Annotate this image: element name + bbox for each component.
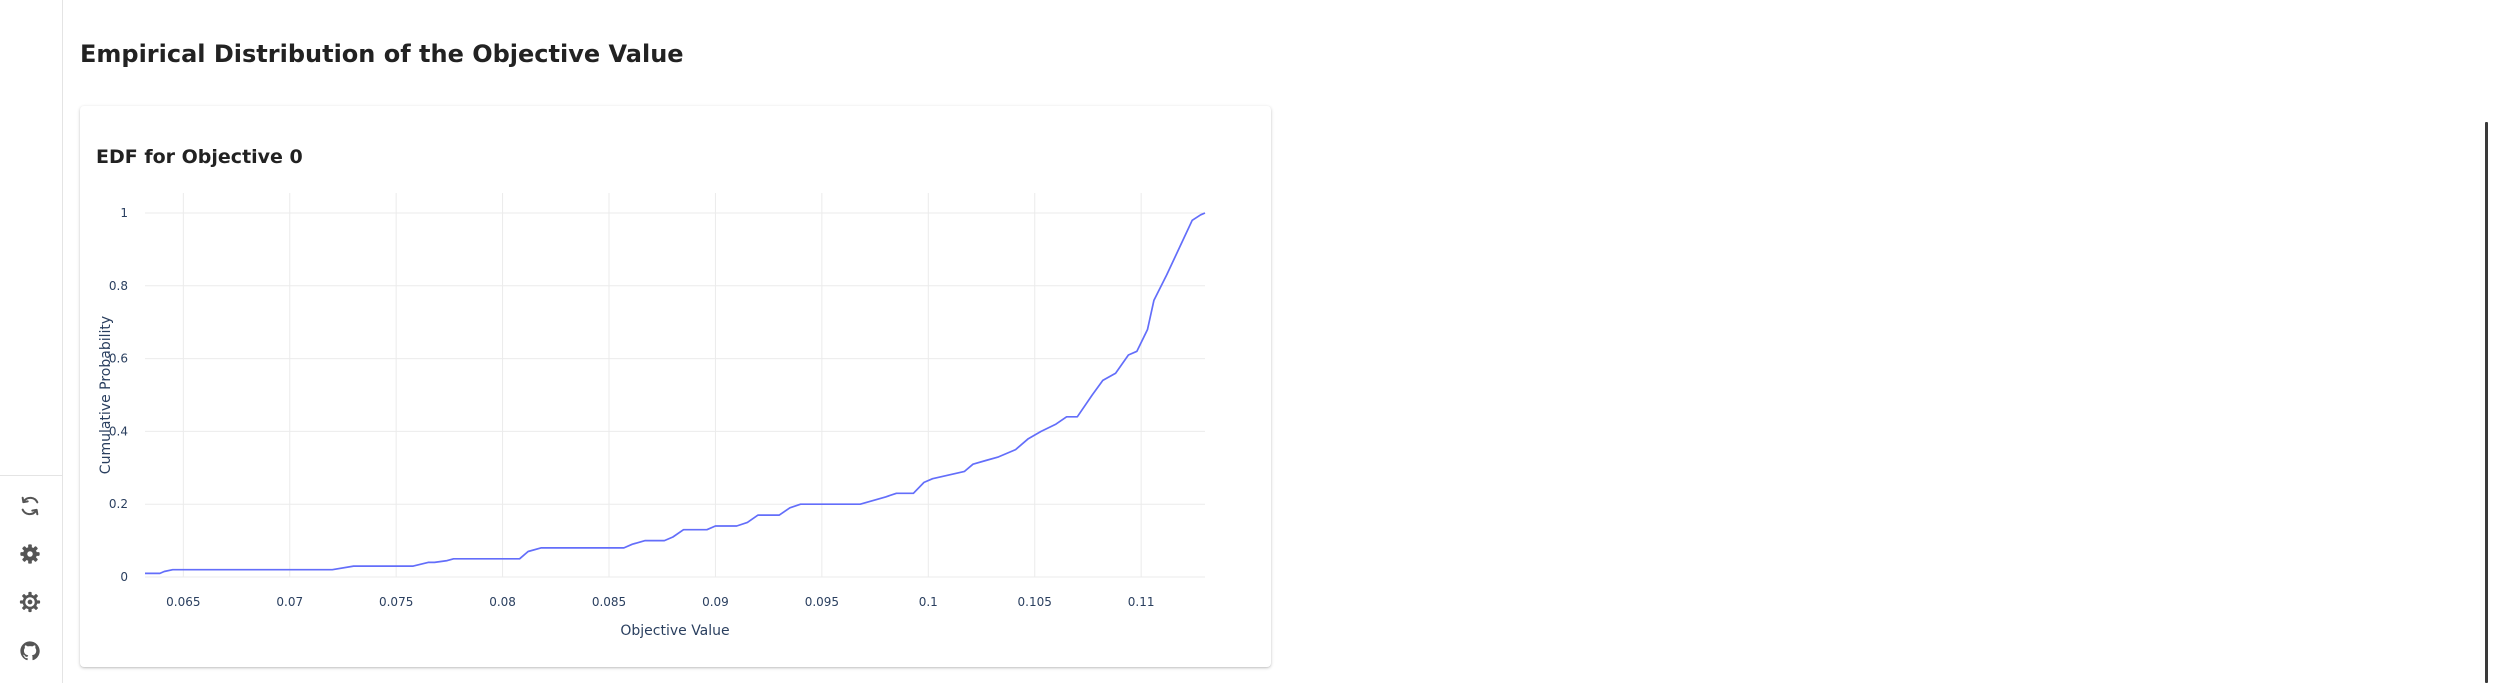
x-tick-label: 0.105 <box>1018 595 1052 609</box>
x-tick-label: 0.08 <box>489 595 516 609</box>
edf-line-layer <box>145 212 1206 575</box>
x-tick-label: 0.1 <box>919 595 938 609</box>
y-tick-label: 0.4 <box>109 424 128 438</box>
preferences-icon[interactable] <box>17 589 43 615</box>
sidebar <box>0 0 63 683</box>
y-tick-label: 0 <box>120 570 128 584</box>
y-tick-label: 0.6 <box>109 352 128 366</box>
edf-chart: 0.065 0.07 0.075 0.08 0.085 0.09 0.095 0.1 0.105… <box>98 193 1206 639</box>
x-tick-label: 0.07 <box>276 595 303 609</box>
page-title: Empirical Distribution of the Objective … <box>80 40 684 68</box>
edf-series-line <box>145 212 1206 575</box>
grid-lines <box>145 193 1205 578</box>
sidebar-actions <box>0 475 62 476</box>
x-tick-label: 0.095 <box>805 595 839 609</box>
page-scrollbar[interactable] <box>2485 122 2488 683</box>
x-axis-title: Objective Value <box>620 623 729 639</box>
y-tick-label: 0.2 <box>109 497 128 511</box>
x-tick-label: 0.075 <box>379 595 413 609</box>
y-axis-title: Cumulative Probability <box>98 316 114 474</box>
tick-labels: 0.065 0.07 0.075 0.08 0.085 0.09 0.095 0.1 0.105… <box>109 206 1155 609</box>
chart-card: EDF for Objective 0 0.065 0.07 0.075 0.08 0.… <box>80 106 1271 667</box>
x-tick-label: 0.065 <box>166 595 200 609</box>
x-tick-label: 0.09 <box>702 595 729 609</box>
x-tick-label: 0.11 <box>1128 595 1155 609</box>
y-tick-label: 0.8 <box>109 279 128 293</box>
x-tick-label: 0.085 <box>592 595 626 609</box>
settings-icon[interactable] <box>17 541 43 567</box>
github-icon[interactable] <box>17 638 43 664</box>
reload-icon[interactable] <box>17 493 43 519</box>
card-title: EDF for Objective 0 <box>96 146 303 168</box>
y-tick-label: 1 <box>120 206 128 220</box>
